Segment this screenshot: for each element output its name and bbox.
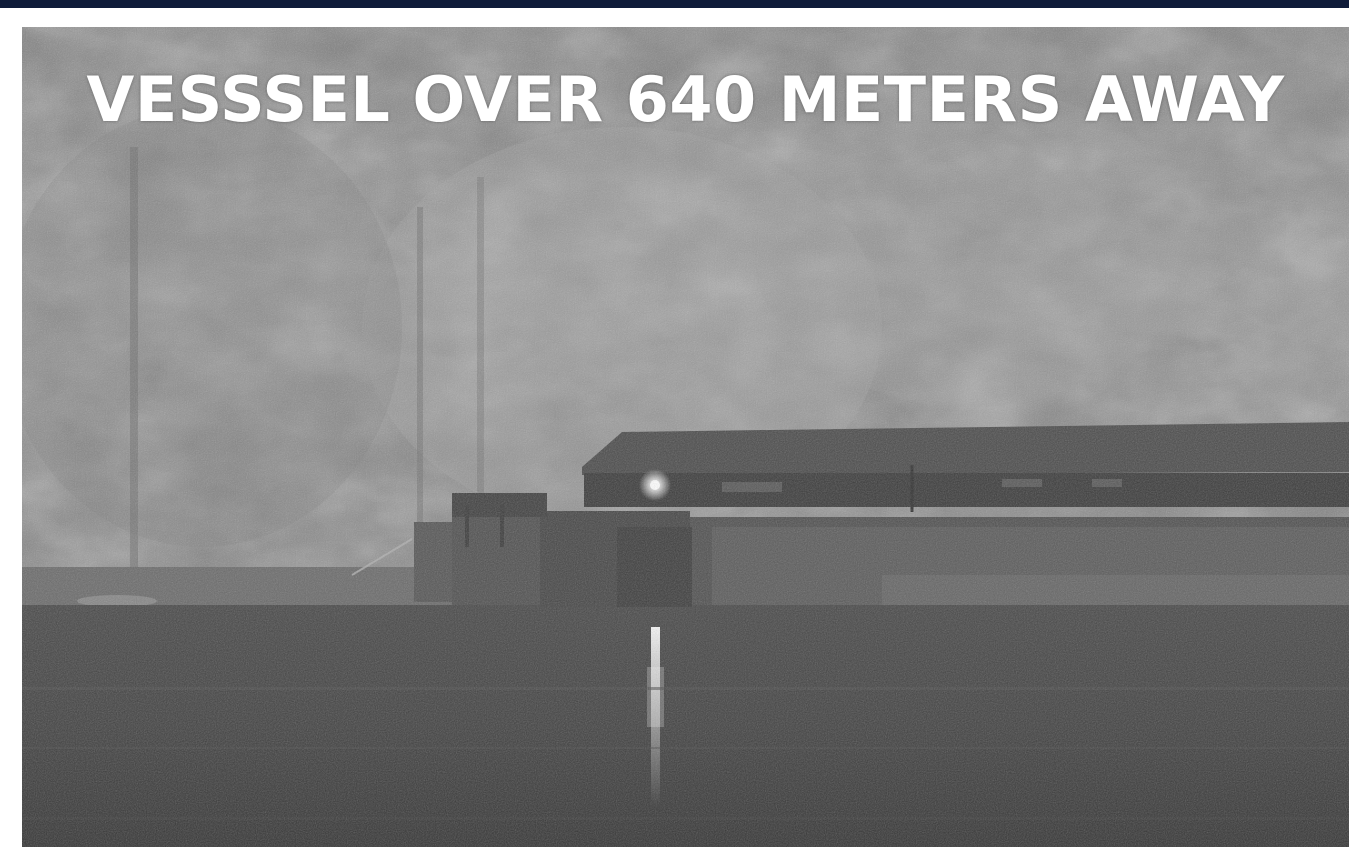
distance-caption: VESSSEL OVER 640 METERS AWAY: [86, 63, 1285, 136]
night-scene-illustration: [22, 27, 1349, 847]
top-banner-strip: [0, 0, 1349, 8]
night-vision-photo: VESSSEL OVER 640 METERS AWAY: [22, 27, 1349, 847]
sensor-noise: [22, 27, 1349, 847]
